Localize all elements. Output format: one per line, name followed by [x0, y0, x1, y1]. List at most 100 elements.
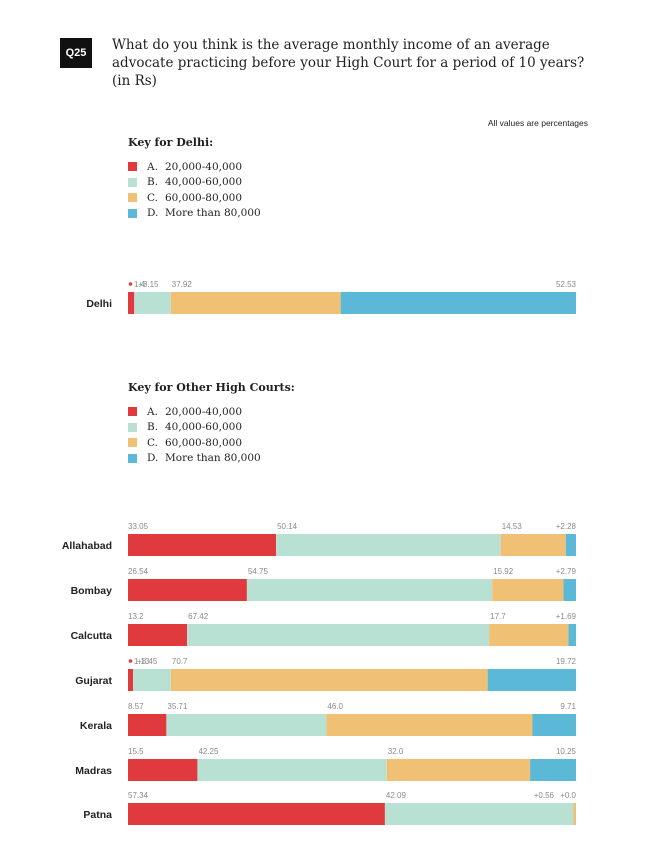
value-label: 19.72 [556, 657, 577, 666]
key-other-courts: Key for Other High Courts: A. 20,000-40,00… [128, 381, 295, 466]
bar-segment [384, 803, 574, 825]
value-label: 13.2 [128, 612, 144, 621]
key-label: 20,000-40,000 [165, 160, 243, 173]
key-label: 60,000-80,000 [165, 191, 243, 204]
key-item: B. 40,000-60,000 [128, 420, 295, 436]
bar-segment [487, 669, 576, 691]
value-label: 46.0 [327, 702, 343, 711]
bar-segment [128, 759, 198, 781]
value-label: 67.42 [188, 612, 209, 621]
bar-segment [573, 803, 576, 825]
value-label: 33.05 [128, 522, 149, 531]
key-item: C. 60,000-80,000 [128, 435, 295, 451]
bar-segment [170, 292, 341, 314]
value-label: 1.4 [134, 280, 146, 289]
key-label: 40,000-60,000 [165, 176, 243, 189]
bar-segment [340, 292, 576, 314]
bar-segment [568, 624, 576, 646]
row-label: Gujarat [75, 675, 112, 687]
value-label: +2.79 [556, 567, 577, 576]
key-swatch [128, 177, 137, 187]
bar-segment [532, 714, 576, 736]
key-delhi: Key for Delhi: A. 20,000-40,000 B. 40,000-60… [128, 136, 261, 221]
bar-segment [128, 803, 385, 825]
value-label: 42.09 [386, 791, 407, 800]
key-swatch [128, 407, 137, 417]
key-label: 40,000-60,000 [165, 421, 243, 434]
key-letter: D. [147, 452, 159, 465]
bar-segment [133, 669, 171, 691]
value-label: 17.7 [490, 612, 506, 621]
row-label: Allahabad [62, 540, 112, 552]
key-label: More than 80,000 [165, 452, 261, 465]
row-label: Delhi [86, 298, 112, 310]
key-letter: C. [147, 191, 158, 204]
bar-segment [326, 714, 533, 736]
bar-segment [128, 534, 277, 556]
value-label: 15.5 [128, 747, 144, 756]
bar-segment [170, 669, 488, 691]
value-label: 54.75 [248, 567, 269, 576]
row-label: Patna [83, 809, 112, 821]
key-swatch [128, 453, 137, 463]
value-label: 8.57 [128, 702, 144, 711]
bar-segment [197, 759, 387, 781]
key-item: B. 40,000-60,000 [128, 175, 261, 191]
value-label: +1.69 [556, 612, 577, 621]
key-swatch [128, 422, 137, 432]
value-label: 52.53 [556, 280, 577, 289]
key-letter: C. [147, 436, 158, 449]
value-label: 70.7 [172, 657, 188, 666]
row-label: Calcutta [71, 630, 113, 642]
key-title: Key for Other High Courts: [128, 381, 295, 394]
bar-segment [565, 534, 576, 556]
bar-segment [500, 534, 566, 556]
value-label: 10.25 [556, 747, 577, 756]
bar-segment [128, 714, 167, 736]
bar-segment [166, 714, 327, 736]
value-label: 50.14 [277, 522, 298, 531]
bar-segment [128, 292, 135, 314]
key-swatch [128, 162, 137, 172]
key-letter: A. [147, 160, 158, 173]
question-badge: Q25 [60, 38, 92, 68]
key-label: 60,000-80,000 [165, 436, 243, 449]
key-swatch [128, 193, 137, 203]
key-item: D. More than 80,000 [128, 206, 261, 222]
value-label: 26.54 [128, 567, 149, 576]
key-letter: B. [147, 421, 159, 434]
bar-segment [530, 759, 576, 781]
row-label: Kerala [80, 720, 112, 732]
bar-segment [489, 624, 569, 646]
key-swatch [128, 208, 137, 218]
key-label: 20,000-40,000 [165, 405, 243, 418]
value-label: 37.92 [172, 280, 193, 289]
value-label: 57.34 [128, 791, 149, 800]
bar-segment [492, 579, 564, 601]
bar-segment [128, 579, 247, 601]
value-label: +0.0 [560, 791, 576, 800]
bar-segment [187, 624, 490, 646]
value-label: +2.28 [556, 522, 577, 531]
value-label: 9.71 [560, 702, 576, 711]
value-label: +8.45 [137, 657, 158, 666]
row-label: Madras [75, 765, 112, 777]
value-label: 42.25 [198, 747, 219, 756]
bar-segment [276, 534, 501, 556]
key-letter: D. [147, 207, 159, 220]
key-letter: B. [147, 176, 159, 189]
bar-segment [386, 759, 531, 781]
key-title: Key for Delhi: [128, 136, 214, 149]
value-label: +0.56 [534, 791, 555, 800]
key-item: C. 60,000-80,000 [128, 190, 261, 206]
bar-segment [128, 669, 134, 691]
value-label: 32.0 [388, 747, 404, 756]
question-text: What do you think is the average monthly… [112, 37, 585, 89]
row-label: Bombay [71, 585, 113, 597]
value-label: 14.53 [502, 522, 523, 531]
key-item: D. More than 80,000 [128, 451, 295, 467]
value-label: 1.13 [134, 657, 150, 666]
bar-segment [128, 624, 188, 646]
values-note: All values are percentages [487, 118, 588, 128]
